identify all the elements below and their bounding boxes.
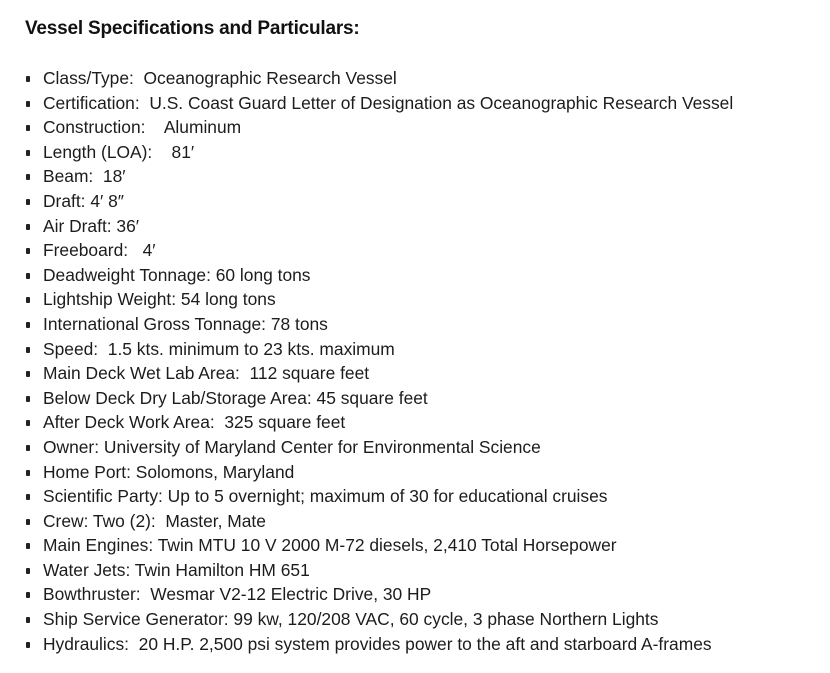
bullet-icon [26,272,30,279]
list-item: Draft: 4′ 8″ [0,189,733,214]
bullet-icon [26,444,30,451]
list-item-text: Below Deck Dry Lab/Storage Area: 45 squa… [43,387,428,408]
bullet-icon [26,567,30,574]
bullet-icon [26,617,30,624]
list-item: Water Jets: Twin Hamilton HM 651 [0,558,733,583]
bullet-icon [26,125,30,132]
list-item-text: Speed: 1.5 kts. minimum to 23 kts. maxim… [43,338,395,359]
list-item: Below Deck Dry Lab/Storage Area: 45 squa… [0,386,733,411]
list-item-text: International Gross Tonnage: 78 tons [43,313,328,334]
bullet-icon [26,297,30,304]
list-item-text: Ship Service Generator: 99 kw, 120/208 V… [43,609,659,630]
list-item-text: Main Deck Wet Lab Area: 112 square feet [43,363,370,384]
bullet-icon [26,223,30,230]
list-item-text: Certification: U.S. Coast Guard Letter o… [43,92,734,113]
list-item: Main Engines: Twin MTU 10 V 2000 M-72 di… [0,533,733,558]
list-item-text: Air Draft: 36′ [43,215,140,236]
list-item-text: After Deck Work Area: 325 square feet [43,412,346,433]
page-title: Vessel Specifications and Particulars: [25,18,360,39]
list-item-text: Bowthruster: Wesmar V2-12 Electric Drive… [43,584,432,605]
list-item-text: Owner: University of Maryland Center for… [43,436,541,457]
list-item: International Gross Tonnage: 78 tons [0,312,733,337]
list-item: Length (LOA): 81′ [0,140,733,165]
list-item: Scientific Party: Up to 5 overnight; max… [0,484,733,509]
bullet-icon [26,76,30,82]
list-item: Main Deck Wet Lab Area: 112 square feet [0,361,733,386]
list-item: Hydraulics: 20 H.P. 2,500 psi system pro… [0,632,733,657]
list-item: Speed: 1.5 kts. minimum to 23 kts. maxim… [0,337,733,362]
list-item-text: Freeboard: 4′ [43,240,156,261]
list-item: Bowthruster: Wesmar V2-12 Electric Drive… [0,582,733,607]
bullet-icon [26,248,30,255]
bullet-icon [26,469,30,476]
list-item: Crew: Two (2): Master, Mate [0,509,733,534]
list-item: Certification: U.S. Coast Guard Letter o… [0,91,733,116]
specifications-list: Class/Type: Oceanographic Research Vesse… [0,66,733,656]
bullet-icon [26,420,30,427]
list-item-text: Deadweight Tonnage: 60 long tons [43,264,311,285]
bullet-icon [26,346,30,353]
list-item: Freeboard: 4′ [0,238,733,263]
list-item: Ship Service Generator: 99 kw, 120/208 V… [0,607,733,632]
list-item: Beam: 18′ [0,164,733,189]
list-item-text: Home Port: Solomons, Maryland [43,461,295,482]
list-item-text: Draft: 4′ 8″ [43,190,124,211]
bullet-icon [26,395,30,402]
bullet-icon [26,592,30,599]
bullet-icon [26,321,30,328]
bullet-icon [26,494,30,501]
list-item-text: Main Engines: Twin MTU 10 V 2000 M-72 di… [43,535,617,556]
list-item-text: Hydraulics: 20 H.P. 2,500 psi system pro… [43,633,712,654]
list-item-text: Crew: Two (2): Master, Mate [43,510,266,531]
bullet-icon [26,174,30,181]
bullet-icon [26,641,30,648]
list-item-text: Length (LOA): 81′ [43,141,195,162]
list-item: Deadweight Tonnage: 60 long tons [0,263,733,288]
bullet-icon [26,149,30,156]
list-item-text: Construction: Aluminum [43,117,242,138]
list-item-text: Lightship Weight: 54 long tons [43,289,276,310]
list-item-text: Scientific Party: Up to 5 overnight; max… [43,486,608,507]
list-item: Owner: University of Maryland Center for… [0,435,733,460]
list-item: Construction: Aluminum [0,115,733,140]
list-item: After Deck Work Area: 325 square feet [0,410,733,435]
list-item-text: Beam: 18′ [43,166,126,187]
list-item-text: Water Jets: Twin Hamilton HM 651 [43,559,310,580]
list-item: Air Draft: 36′ [0,214,733,239]
list-item: Home Port: Solomons, Maryland [0,460,733,485]
bullet-icon [26,371,30,378]
list-item: Class/Type: Oceanographic Research Vesse… [0,66,733,91]
bullet-icon [26,198,30,205]
bullet-icon [26,518,30,525]
bullet-icon [26,100,30,107]
list-item-text: Class/Type: Oceanographic Research Vesse… [43,68,397,88]
bullet-icon [26,543,30,550]
list-item: Lightship Weight: 54 long tons [0,287,733,312]
